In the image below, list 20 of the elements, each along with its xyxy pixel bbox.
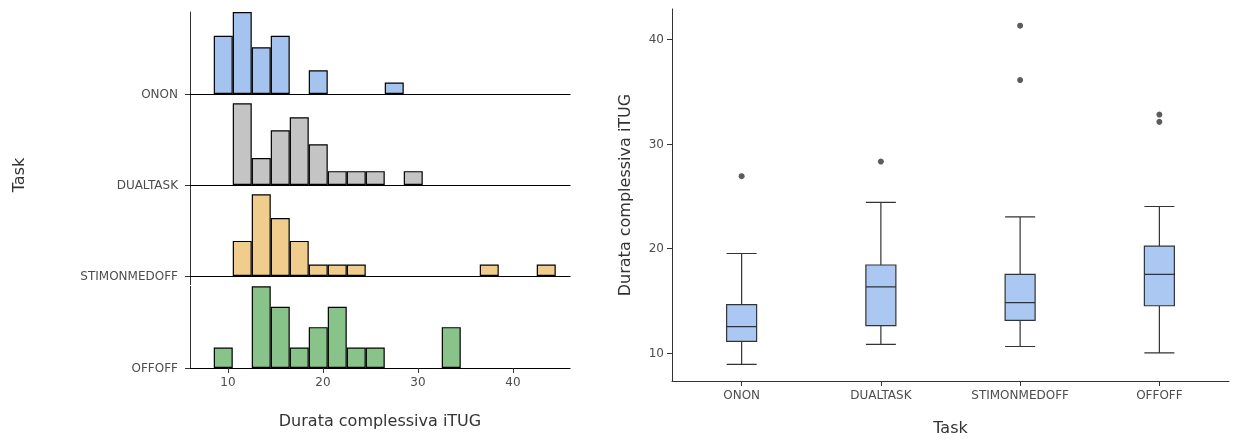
- y-axis-title: DUALTASK: [116, 178, 180, 192]
- x-tick-label: 40: [505, 374, 521, 389]
- x-tick-label: 30: [410, 374, 426, 389]
- x-tick-label: STIMONMEDOFF: [971, 388, 1070, 402]
- x-tick-label: DUALTASK: [850, 388, 913, 402]
- y-tick-label: 20: [648, 241, 664, 256]
- text: Task: [8, 157, 28, 194]
- y-tick-label: 40: [648, 32, 664, 47]
- y-axis-title: STIMONMEDOFF: [80, 269, 179, 284]
- x-tick-label: 10: [220, 374, 236, 389]
- y-axis-title: OFFOFF: [131, 360, 179, 375]
- y-axis-title: Durata complessiva iTUG: [614, 93, 634, 297]
- x-axis-title: Task: [932, 417, 969, 437]
- x-tick-label: OFFOFF: [1136, 388, 1183, 402]
- x-tick-label: ONON: [723, 388, 761, 402]
- x-axis-title: Durata complessiva iTUG: [278, 410, 482, 430]
- y-tick-label: 10: [648, 345, 664, 360]
- x-tick-label: 20: [315, 374, 331, 389]
- y-tick-label: 30: [648, 136, 664, 151]
- y-axis-title: ONON: [141, 87, 178, 101]
